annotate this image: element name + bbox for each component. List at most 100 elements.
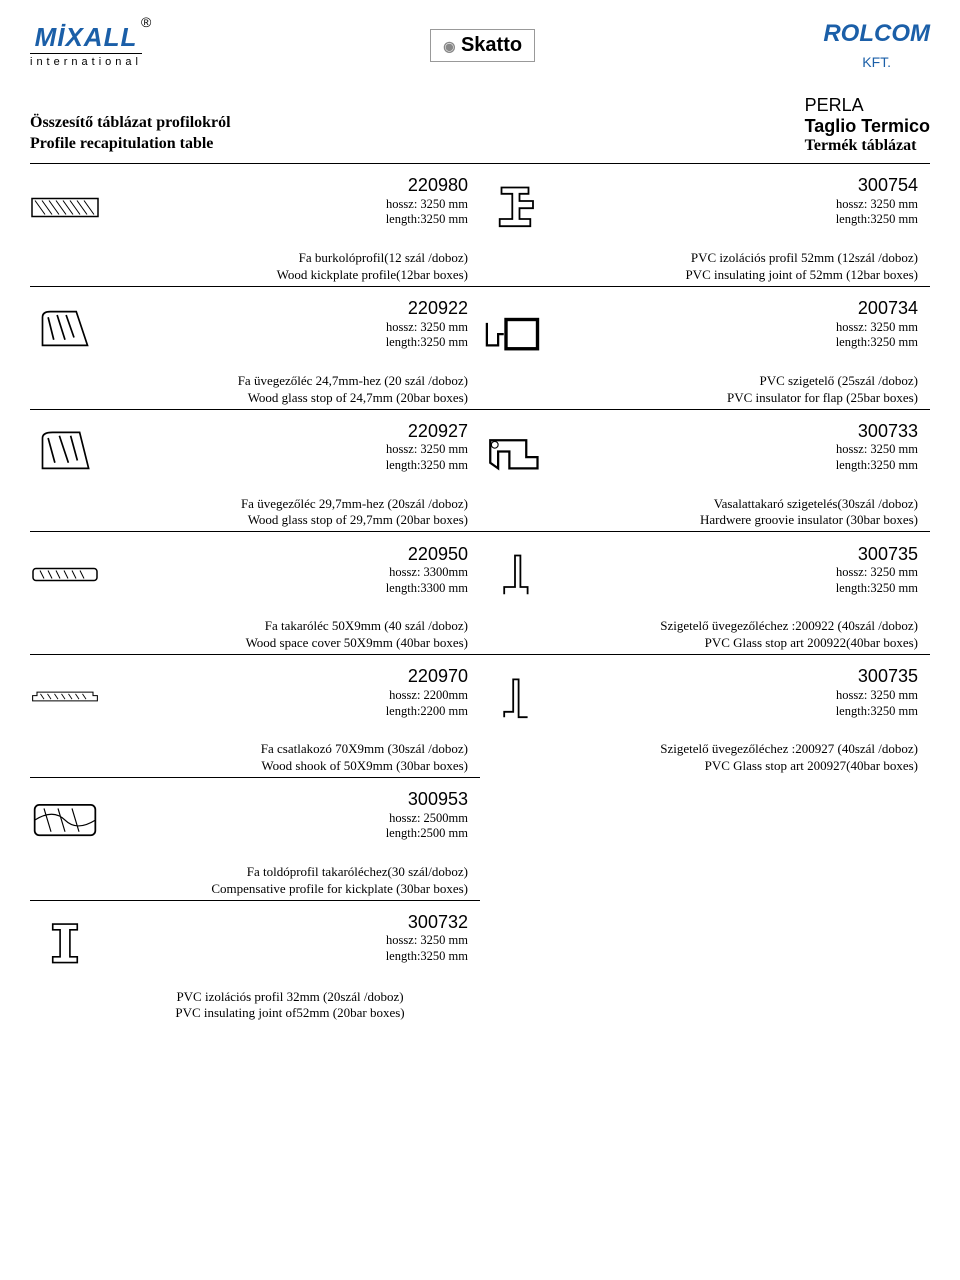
desc-en: PVC Glass stop art 200922(40bar boxes) — [480, 635, 918, 652]
desc-hu: Fa üvegezőléc 24,7mm-hez (20 szál /doboz… — [30, 373, 468, 390]
hossz: hossz: 3250 mm — [108, 320, 468, 336]
desc-hu: Szigetelő üvegezőléchez :200922 (40szál … — [480, 618, 918, 635]
desc-en: PVC insulating joint of 52mm (12bar boxe… — [480, 267, 918, 284]
hossz: hossz: 3250 mm — [558, 197, 918, 213]
product-code: 220980 — [108, 174, 468, 197]
taglio: Taglio Termico — [805, 116, 930, 137]
skatto-text: Skatto — [461, 34, 522, 56]
desc-hu: Fa üvegezőléc 29,7mm-hez (20szál /doboz) — [30, 496, 468, 513]
product-code: 300735 — [558, 665, 918, 688]
length: length:3250 mm — [558, 704, 918, 720]
desc-cell: Fa üvegezőléc 29,7mm-hez (20szál /doboz)… — [30, 478, 480, 532]
desc-hu: Vasalattakaró szigetelés(30szál /doboz) — [480, 496, 918, 513]
profile-cell: 300732 hossz: 3250 mm length:3250 mm — [30, 900, 480, 969]
desc-cell: Fa toldóprofil takaróléchez(30 szál/dobo… — [30, 846, 480, 900]
profile-icon — [480, 183, 550, 228]
desc-hu: Fa burkolóprofil(12 szál /doboz) — [30, 250, 468, 267]
desc-en: Wood space cover 50X9mm (40bar boxes) — [30, 635, 468, 652]
product-code: 220970 — [108, 665, 468, 688]
title-en: Profile recapitulation table — [30, 134, 231, 155]
profile-cell: 220970 hossz: 2200mm length:2200 mm — [30, 654, 480, 723]
desc-cell: Fa burkolóprofil(12 szál /doboz) Wood ki… — [30, 232, 480, 286]
profile-cell: 220922 hossz: 3250 mm length:3250 mm — [30, 286, 480, 355]
profile-icon — [30, 551, 100, 596]
desc-cell: Szigetelő üvegezőléchez :200927 (40szál … — [480, 723, 930, 777]
profile-icon — [480, 551, 550, 596]
mixall-sub: international — [30, 53, 142, 68]
hossz: hossz: 3250 mm — [108, 933, 468, 949]
profile-icon — [30, 674, 100, 719]
length: length:2500 mm — [108, 826, 468, 842]
desc-hu: Fa toldóprofil takaróléchez(30 szál/dobo… — [30, 864, 468, 881]
desc-en: PVC Glass stop art 200927(40bar boxes) — [480, 758, 918, 775]
profile-cell: 300735 hossz: 3250 mm length:3250 mm — [480, 531, 930, 600]
length: length:3250 mm — [108, 458, 468, 474]
profile-cell: 300953 hossz: 2500mm length:2500 mm — [30, 777, 480, 846]
fingerprint-icon: ◉ — [443, 38, 455, 54]
title-row: Összesítő táblázat profilokról Profile r… — [30, 95, 930, 155]
logo-mixall: MİXALL ® international — [30, 22, 142, 68]
desc-hu: Fa csatlakozó 70X9mm (30szál /doboz) — [30, 741, 468, 758]
hossz: hossz: 3250 mm — [558, 565, 918, 581]
profile-icon — [480, 429, 550, 474]
profile-icon — [480, 674, 550, 719]
product-code: 300733 — [558, 420, 918, 443]
desc-cell: PVC izolációs profil 52mm (12szál /doboz… — [480, 232, 930, 286]
desc-en: PVC insulator for flap (25bar boxes) — [480, 390, 918, 407]
registered-icon: ® — [141, 14, 151, 30]
length: length:3250 mm — [108, 949, 468, 965]
profile-cell: 220980 hossz: 3250 mm length:3250 mm — [30, 163, 480, 232]
length: length:3250 mm — [108, 212, 468, 228]
footer-desc: PVC izolációs profil 32mm (20szál /doboz… — [30, 989, 480, 1021]
profile-cell: 200734 hossz: 3250 mm length:3250 mm — [480, 286, 930, 355]
product-code: 220950 — [108, 543, 468, 566]
desc-cell: PVC szigetelő (25szál /doboz) PVC insula… — [480, 355, 930, 409]
desc-en: Wood kickplate profile(12bar boxes) — [30, 267, 468, 284]
product-code: 200734 — [558, 297, 918, 320]
profile-cell: 300754 hossz: 3250 mm length:3250 mm — [480, 163, 930, 232]
desc-cell: Vasalattakaró szigetelés(30szál /doboz) … — [480, 478, 930, 532]
termek: Termék táblázat — [805, 137, 930, 155]
product-code: 300735 — [558, 543, 918, 566]
hossz: hossz: 3250 mm — [108, 442, 468, 458]
footer-en: PVC insulating joint of52mm (20bar boxes… — [100, 1005, 480, 1021]
perla: PERLA — [805, 95, 930, 116]
title-right: PERLA Taglio Termico Termék táblázat — [805, 95, 930, 155]
product-code: 220927 — [108, 420, 468, 443]
desc-hu: Fa takaróléc 50X9mm (40 szál /doboz) — [30, 618, 468, 635]
product-code: 300732 — [108, 911, 468, 934]
desc-cell: Fa csatlakozó 70X9mm (30szál /doboz) Woo… — [30, 723, 480, 777]
desc-cell — [480, 846, 930, 900]
length: length:3250 mm — [108, 335, 468, 351]
profile-icon — [30, 306, 100, 351]
profile-cell: 220927 hossz: 3250 mm length:3250 mm — [30, 409, 480, 478]
header-logos: MİXALL ® international ◉ Skatto ROLCOM K… — [30, 20, 930, 70]
length: length:3250 mm — [558, 458, 918, 474]
length: length:2200 mm — [108, 704, 468, 720]
profile-cell: 300735 hossz: 3250 mm length:3250 mm — [480, 654, 930, 723]
length: length:3250 mm — [558, 212, 918, 228]
desc-cell: Szigetelő üvegezőléchez :200922 (40szál … — [480, 600, 930, 654]
length: length:3250 mm — [558, 335, 918, 351]
desc-en: Compensative profile for kickplate (30ba… — [30, 881, 468, 898]
profile-cell — [480, 777, 930, 846]
hossz: hossz: 2200mm — [108, 688, 468, 704]
title-left: Összesítő táblázat profilokról Profile r… — [30, 113, 231, 155]
hossz: hossz: 2500mm — [108, 811, 468, 827]
logo-rolcom: ROLCOM KFT. — [823, 20, 930, 70]
length: length:3300 mm — [108, 581, 468, 597]
product-code: 300953 — [108, 788, 468, 811]
desc-hu: PVC szigetelő (25szál /doboz) — [480, 373, 918, 390]
hossz: hossz: 3250 mm — [108, 197, 468, 213]
desc-hu: PVC izolációs profil 52mm (12szál /doboz… — [480, 250, 918, 267]
logo-skatto: ◉ Skatto — [430, 29, 535, 62]
title-hu: Összesítő táblázat profilokról — [30, 113, 231, 134]
profile-icon — [30, 183, 100, 228]
profile-icon — [30, 920, 100, 965]
profile-cell: 220950 hossz: 3300mm length:3300 mm — [30, 531, 480, 600]
desc-en: Hardwere groovie insulator (30bar boxes) — [480, 512, 918, 529]
profile-table: 220980 hossz: 3250 mm length:3250 mm 300… — [30, 163, 930, 969]
length: length:3250 mm — [558, 581, 918, 597]
mixall-text: MİXALL — [35, 22, 138, 52]
footer-hu: PVC izolációs profil 32mm (20szál /doboz… — [100, 989, 480, 1005]
